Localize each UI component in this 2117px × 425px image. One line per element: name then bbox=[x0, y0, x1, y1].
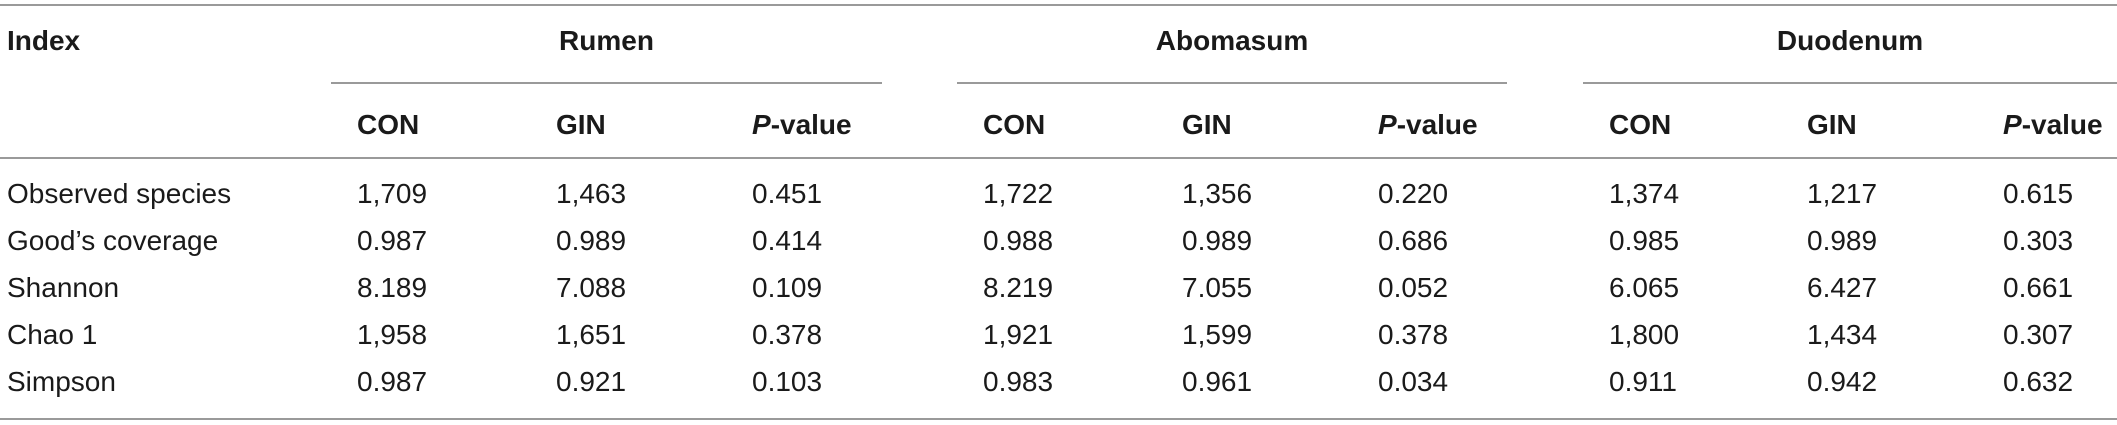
table-cell: 0.987 bbox=[357, 225, 428, 256]
table-cell: 0.307 bbox=[2003, 319, 2074, 350]
table-cell: 0.686 bbox=[1378, 225, 1449, 256]
table-cell: 0.989 bbox=[1182, 225, 1253, 256]
table-cell: 1,599 bbox=[1182, 319, 1253, 350]
table-cell: 0.921 bbox=[556, 366, 627, 397]
p-suffix: -value bbox=[1396, 109, 1478, 140]
group-rule-abomasum bbox=[957, 82, 1507, 84]
table-cell: 0.109 bbox=[752, 272, 823, 303]
table-cell: 1,921 bbox=[983, 319, 1054, 350]
table-cell: 0.378 bbox=[1378, 319, 1449, 350]
col-header-gin: GIN bbox=[556, 109, 606, 140]
table-cell: 0.989 bbox=[1807, 225, 1878, 256]
table-cell: 0.220 bbox=[1378, 178, 1449, 209]
table-cell: 0.103 bbox=[752, 366, 823, 397]
table-cell: 7.088 bbox=[556, 272, 627, 303]
table-cell: 0.985 bbox=[1609, 225, 1680, 256]
group-header-rumen: Rumen bbox=[559, 25, 654, 56]
table-cell: 1,709 bbox=[357, 178, 428, 209]
table-cell: 8.189 bbox=[357, 272, 428, 303]
table-cell: 6.427 bbox=[1807, 272, 1878, 303]
table-cell: 0.987 bbox=[357, 366, 428, 397]
row-label: Chao 1 bbox=[7, 319, 98, 350]
table-cell: 0.615 bbox=[2003, 178, 2074, 209]
table-bottom-rule bbox=[0, 418, 2117, 420]
p-suffix: -value bbox=[2021, 109, 2103, 140]
col-header-con: CON bbox=[1609, 109, 1672, 140]
table-cell: 7.055 bbox=[1182, 272, 1253, 303]
index-header: Index bbox=[7, 25, 81, 56]
col-header-p-value: P-value bbox=[1378, 108, 1478, 142]
table-cell: 0.034 bbox=[1378, 366, 1449, 397]
p-suffix: -value bbox=[770, 109, 852, 140]
table-cell: 1,722 bbox=[983, 178, 1054, 209]
table-cell: 0.414 bbox=[752, 225, 823, 256]
row-label: Good’s coverage bbox=[7, 225, 219, 256]
table-cell: 6.065 bbox=[1609, 272, 1680, 303]
table-cell: 1,651 bbox=[556, 319, 627, 350]
row-label: Simpson bbox=[7, 366, 116, 397]
table-cell: 0.989 bbox=[556, 225, 627, 256]
table-cell: 0.983 bbox=[983, 366, 1054, 397]
table-cell: 1,356 bbox=[1182, 178, 1253, 209]
col-header-p-value: P-value bbox=[2003, 108, 2103, 142]
p-italic: P bbox=[2003, 109, 2022, 140]
table-header-rule bbox=[0, 157, 2117, 159]
table-cell: 0.632 bbox=[2003, 366, 2074, 397]
col-header-gin: GIN bbox=[1182, 109, 1232, 140]
col-header-gin: GIN bbox=[1807, 109, 1857, 140]
table-cell: 1,217 bbox=[1807, 178, 1878, 209]
table-top-rule bbox=[0, 4, 2117, 6]
table-cell: 0.961 bbox=[1182, 366, 1253, 397]
table-cell: 1,463 bbox=[556, 178, 627, 209]
col-header-con: CON bbox=[357, 109, 420, 140]
p-italic: P bbox=[752, 109, 771, 140]
table-cell: 1,374 bbox=[1609, 178, 1680, 209]
col-header-con: CON bbox=[983, 109, 1046, 140]
table-cell: 0.303 bbox=[2003, 225, 2074, 256]
col-header-p-value: P-value bbox=[752, 108, 852, 142]
table-cell: 1,958 bbox=[357, 319, 428, 350]
table-cell: 0.378 bbox=[752, 319, 823, 350]
table-cell: 0.911 bbox=[1609, 366, 1677, 397]
group-header-abomasum: Abomasum bbox=[1155, 25, 1309, 56]
table-cell: 0.661 bbox=[2003, 272, 2074, 303]
p-italic: P bbox=[1378, 109, 1397, 140]
table-cell: 8.219 bbox=[983, 272, 1054, 303]
table-cell: 0.988 bbox=[983, 225, 1054, 256]
table-cell: 0.451 bbox=[752, 178, 823, 209]
group-rule-rumen bbox=[331, 82, 882, 84]
row-label: Observed species bbox=[7, 178, 232, 209]
group-rule-duodenum bbox=[1583, 82, 2117, 84]
row-label: Shannon bbox=[7, 272, 120, 303]
table-cell: 0.942 bbox=[1807, 366, 1878, 397]
group-header-duodenum: Duodenum bbox=[1776, 25, 1924, 56]
table-cell: 1,434 bbox=[1807, 319, 1878, 350]
table-cell: 0.052 bbox=[1378, 272, 1449, 303]
table-cell: 1,800 bbox=[1609, 319, 1680, 350]
